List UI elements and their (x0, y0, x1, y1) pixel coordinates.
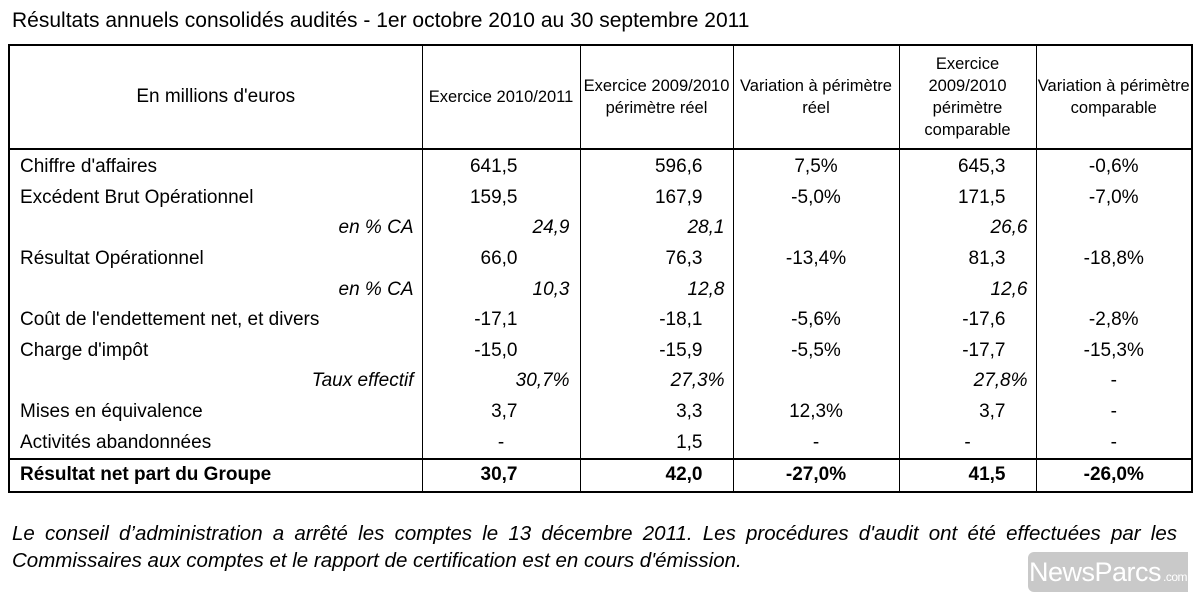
table-row: en % CA 10,3 12,8 12,6 (9, 274, 1193, 305)
cell-variation-real: -5,6% (733, 304, 900, 336)
cell-2009-2010-real: -15,9 (580, 335, 734, 367)
cell-variation-real (733, 213, 900, 244)
cell-2009-2010-real: -18,1 (580, 304, 734, 336)
cell-variation-real: 7,5% (733, 149, 900, 183)
table-row: Chiffre d'affaires 641,5 596,6 7,5% 645,… (9, 149, 1193, 183)
cell-variation-real: -5,5% (733, 335, 900, 367)
cell-2010-2011: 159,5 (422, 182, 581, 214)
newsparcs-watermark: NewsParcs .com (1028, 552, 1188, 592)
cell-2009-2010-real: 12,8 (580, 274, 734, 305)
cell-2009-2010-comparable: -17,7 (899, 335, 1037, 367)
table-row: Mises en équivalence 3,7 3,3 12,3% 3,7 - (9, 396, 1193, 428)
cell-2010-2011: 3,7 (422, 396, 581, 428)
cell-variation-comparable: - (1036, 396, 1193, 428)
cell-variation-comparable: -7,0% (1036, 182, 1193, 214)
table-row: Activités abandonnées - 1,5 - - - (9, 427, 1193, 459)
cell-2009-2010-comparable: 3,7 (899, 396, 1037, 428)
cell-variation-real: -5,0% (733, 182, 900, 214)
cell-2009-2010-comparable: 12,6 (899, 274, 1037, 305)
cell-2009-2010-real: 596,6 (580, 149, 734, 183)
cell-2009-2010-real: 42,0 (580, 457, 734, 492)
table-row: Charge d'impôt -15,0 -15,9 -5,5% -17,7 -… (9, 335, 1193, 367)
cell-2010-2011: 66,0 (422, 243, 581, 275)
cell-2009-2010-comparable: -17,6 (899, 304, 1037, 336)
table-row: en % CA 24,9 28,1 26,6 (9, 213, 1193, 244)
cell-2009-2010-comparable: - (899, 427, 1037, 459)
audit-footnote: Le conseil d’administration a arrêté les… (12, 522, 1177, 572)
cell-variation-comparable: - (1036, 427, 1193, 459)
cell-variation-comparable: -15,3% (1036, 335, 1193, 367)
row-label: Activités abandonnées (9, 427, 423, 459)
cell-variation-real: -27,0% (733, 457, 900, 492)
row-label: Chiffre d'affaires (9, 149, 423, 183)
cell-variation-real: - (733, 427, 900, 459)
watermark-suffix: .com (1163, 570, 1188, 584)
results-table: En millions d'euros Exercice 2010/2011 E… (8, 44, 1193, 493)
cell-2009-2010-real: 27,3% (580, 366, 734, 397)
cell-2009-2010-comparable: 27,8% (899, 366, 1037, 397)
cell-variation-real (733, 366, 900, 397)
cell-2010-2011: 30,7% (422, 366, 581, 397)
cell-variation-comparable: -2,8% (1036, 304, 1193, 336)
header-exercise-2009-2010-real: Exercice 2009/2010 périmètre réel (580, 45, 734, 150)
cell-variation-comparable (1036, 274, 1193, 305)
row-label: Taux effectif (9, 366, 423, 397)
cell-2009-2010-comparable: 41,5 (899, 457, 1037, 492)
cell-2009-2010-comparable: 645,3 (899, 149, 1037, 183)
cell-variation-comparable: - (1036, 366, 1193, 397)
cell-2009-2010-comparable: 81,3 (899, 243, 1037, 275)
row-label: en % CA (9, 213, 423, 244)
row-label: Excédent Brut Opérationnel (9, 182, 423, 214)
cell-2010-2011: -17,1 (422, 304, 581, 336)
cell-2010-2011: - (422, 427, 581, 459)
cell-2009-2010-real: 3,3 (580, 396, 734, 428)
row-label: Mises en équivalence (9, 396, 423, 428)
cell-variation-comparable (1036, 213, 1193, 244)
cell-variation-real: -13,4% (733, 243, 900, 275)
row-label: Charge d'impôt (9, 335, 423, 367)
cell-2009-2010-real: 1,5 (580, 427, 734, 459)
cell-variation-real (733, 274, 900, 305)
row-label: Résultat Opérationnel (9, 243, 423, 275)
header-exercise-2010-2011: Exercice 2010/2011 (422, 45, 581, 150)
table-row: Résultat Opérationnel 66,0 76,3 -13,4% 8… (9, 243, 1193, 275)
header-row: En millions d'euros Exercice 2010/2011 E… (9, 45, 1193, 150)
table-row: Taux effectif 30,7% 27,3% 27,8% - (9, 366, 1193, 397)
cell-2010-2011: 10,3 (422, 274, 581, 305)
cell-variation-comparable: -18,8% (1036, 243, 1193, 275)
cell-2009-2010-real: 76,3 (580, 243, 734, 275)
row-label: Coût de l'endettement net, et divers (9, 304, 423, 336)
cell-2010-2011: -15,0 (422, 335, 581, 367)
total-row: Résultat net part du Groupe 30,7 42,0 -2… (9, 457, 1193, 492)
row-label: Résultat net part du Groupe (9, 457, 423, 492)
table-row: Excédent Brut Opérationnel 159,5 167,9 -… (9, 182, 1193, 214)
header-exercise-2009-2010-comparable: Exercice 2009/2010 périmètre comparable (899, 45, 1037, 150)
cell-2009-2010-real: 28,1 (580, 213, 734, 244)
header-units: En millions d'euros (9, 45, 423, 150)
cell-2009-2010-comparable: 171,5 (899, 182, 1037, 214)
cell-2010-2011: 641,5 (422, 149, 581, 183)
header-variation-comparable: Variation à périmètre comparable (1036, 45, 1193, 150)
cell-variation-comparable: -26,0% (1036, 457, 1193, 492)
row-label: en % CA (9, 274, 423, 305)
table-row: Coût de l'endettement net, et divers -17… (9, 304, 1193, 336)
cell-2010-2011: 30,7 (422, 457, 581, 492)
watermark-brand: NewsParcs (1028, 556, 1162, 587)
cell-variation-comparable: -0,6% (1036, 149, 1193, 183)
cell-2009-2010-real: 167,9 (580, 182, 734, 214)
header-variation-real: Variation à périmètre réel (733, 45, 900, 150)
cell-variation-real: 12,3% (733, 396, 900, 428)
report-title: Résultats annuels consolidés audités - 1… (12, 9, 750, 32)
cell-2009-2010-comparable: 26,6 (899, 213, 1037, 244)
cell-2010-2011: 24,9 (422, 213, 581, 244)
